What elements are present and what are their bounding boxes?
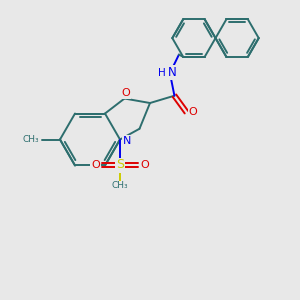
Text: O: O (140, 160, 149, 170)
Text: S: S (116, 158, 124, 172)
Text: H: H (158, 68, 165, 78)
Text: CH₃: CH₃ (112, 182, 128, 190)
Text: O: O (91, 160, 100, 170)
Text: O: O (122, 88, 130, 98)
Text: N: N (122, 136, 131, 146)
Text: CH₃: CH₃ (22, 135, 39, 144)
Text: N: N (168, 66, 177, 79)
Text: O: O (189, 107, 197, 117)
